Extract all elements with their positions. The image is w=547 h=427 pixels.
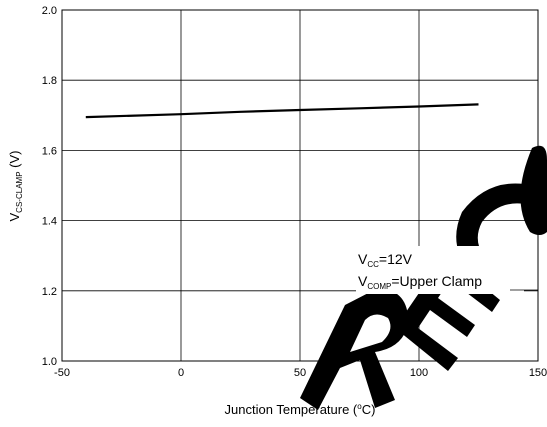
- series-group: [85, 103, 479, 119]
- x-tick-label: -50: [54, 367, 70, 379]
- y-tick-label: 2.0: [42, 5, 57, 17]
- y-tick-label: 1.8: [42, 75, 57, 87]
- annotation-background: [356, 246, 524, 294]
- y-tick-label: 1.0: [42, 356, 57, 368]
- y-axis-title: VCS-CLAMP (V): [7, 151, 24, 222]
- annotation-vcomp: VCOMP=Upper Clamp: [358, 273, 482, 291]
- x-tick-labels: -50 0 50 100 150: [54, 367, 547, 379]
- x-tick-label: 50: [294, 367, 306, 379]
- watermark-letter-o: [520, 145, 547, 235]
- watermark-letter-r: [300, 288, 409, 410]
- series-line: [85, 103, 479, 119]
- y-tick-label: 1.6: [42, 145, 57, 157]
- y-tick-labels: 1.0 1.2 1.4 1.6 1.8 2.0: [42, 5, 57, 368]
- x-tick-label: 150: [529, 367, 547, 379]
- x-axis-title: Junction Temperature (oC): [225, 402, 376, 417]
- grid: [62, 10, 538, 361]
- y-tick-label: 1.4: [42, 216, 57, 228]
- y-tick-label: 1.2: [42, 286, 57, 298]
- x-tick-label: 0: [178, 367, 184, 379]
- annotation-vcc: VCC=12V: [358, 251, 413, 269]
- x-tick-label: 100: [410, 367, 428, 379]
